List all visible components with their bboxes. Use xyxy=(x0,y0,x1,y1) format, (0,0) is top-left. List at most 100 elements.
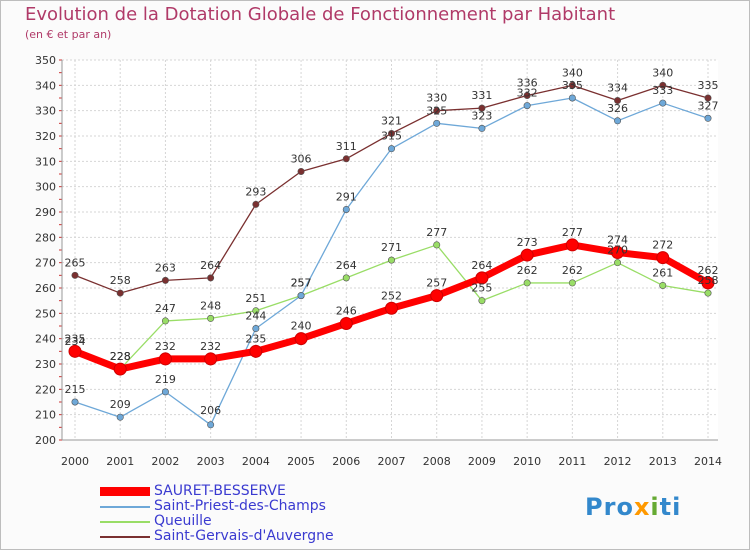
x-tick-label: 2002 xyxy=(151,455,179,468)
chart-subtitle: (en € et par an) xyxy=(25,28,112,41)
x-tick-label: 2013 xyxy=(649,455,677,468)
series-point-2 xyxy=(252,307,260,315)
data-label-0: 228 xyxy=(110,350,131,363)
data-label-0: 257 xyxy=(426,277,447,290)
series-point-3 xyxy=(161,276,169,284)
series-point-3 xyxy=(614,97,622,105)
series-point-1 xyxy=(523,102,531,110)
data-label-1: 327 xyxy=(698,99,719,112)
data-label-1: 326 xyxy=(607,102,628,115)
legend-label: Saint-Gervais-d'Auvergne xyxy=(154,528,334,544)
data-label-0: 232 xyxy=(200,340,221,353)
series-point-3 xyxy=(478,104,486,112)
series-point-0 xyxy=(430,289,444,303)
series-point-1 xyxy=(252,325,260,333)
series-point-1 xyxy=(207,421,215,429)
data-label-0: 232 xyxy=(155,340,176,353)
series-point-0 xyxy=(68,344,82,358)
data-label-3: 335 xyxy=(698,79,719,92)
logo-letter: x xyxy=(633,493,651,521)
data-label-2: 257 xyxy=(291,277,312,290)
data-label-2: 228 xyxy=(110,350,131,363)
series-point-2 xyxy=(523,279,531,287)
legend-label: SAURET-BESSERVE xyxy=(154,483,286,499)
y-tick-label: 310 xyxy=(35,155,56,168)
data-label-0: 273 xyxy=(517,236,538,249)
data-label-1: 333 xyxy=(652,84,673,97)
x-tick-label: 2005 xyxy=(287,455,315,468)
series-point-1 xyxy=(704,114,712,122)
data-label-3: 311 xyxy=(336,140,357,153)
legend-label: Queuille xyxy=(154,513,212,529)
data-label-2: 251 xyxy=(245,292,266,305)
logo-letter: r xyxy=(603,493,617,521)
x-tick-label: 2004 xyxy=(242,455,270,468)
series-point-0 xyxy=(339,316,353,330)
data-label-1: 257 xyxy=(291,277,312,290)
data-label-2: 261 xyxy=(652,266,673,279)
series-point-1 xyxy=(659,99,667,107)
series-point-0 xyxy=(475,271,489,285)
y-tick-label: 350 xyxy=(35,54,56,67)
series-point-2 xyxy=(478,297,486,305)
x-tick-label: 2000 xyxy=(61,455,89,468)
series-point-0 xyxy=(294,332,308,346)
chart-title: Evolution de la Dotation Globale de Fonc… xyxy=(25,4,616,25)
data-label-2: 258 xyxy=(698,274,719,287)
data-label-2: 264 xyxy=(336,259,357,272)
data-label-2: 262 xyxy=(517,264,538,277)
x-tick-label: 2010 xyxy=(513,455,541,468)
data-label-3: 264 xyxy=(200,259,221,272)
series-point-3 xyxy=(342,155,350,163)
data-label-1: 244 xyxy=(245,310,266,323)
data-label-2: 247 xyxy=(155,302,176,315)
x-tick-label: 2012 xyxy=(604,455,632,468)
data-label-2: 255 xyxy=(471,282,492,295)
data-label-3: 334 xyxy=(607,82,628,95)
y-tick-label: 340 xyxy=(35,79,56,92)
logo-letter: o xyxy=(616,493,634,521)
legend-swatch xyxy=(100,536,150,538)
proxiti-logo: Proxiti xyxy=(585,493,681,521)
data-label-3: 306 xyxy=(291,152,312,165)
y-tick-label: 220 xyxy=(35,383,56,396)
y-tick-label: 290 xyxy=(35,206,56,219)
data-label-1: 206 xyxy=(200,404,221,417)
series-point-0 xyxy=(113,362,127,376)
logo-letter: t xyxy=(659,493,673,521)
data-label-0: 274 xyxy=(607,234,628,247)
series-point-1 xyxy=(387,145,395,153)
data-label-2: 262 xyxy=(562,264,583,277)
legend-swatch xyxy=(100,506,150,508)
y-tick-label: 320 xyxy=(35,130,56,143)
series-point-2 xyxy=(568,279,576,287)
logo-letter: i xyxy=(672,493,682,521)
data-label-2: 234 xyxy=(65,335,86,348)
data-label-0: 277 xyxy=(562,226,583,239)
series-point-2 xyxy=(614,259,622,267)
data-label-3: 340 xyxy=(562,66,583,79)
x-tick-label: 2011 xyxy=(558,455,586,468)
data-label-2: 248 xyxy=(200,299,221,312)
series-point-2 xyxy=(342,274,350,282)
data-label-1: 219 xyxy=(155,373,176,386)
series-point-3 xyxy=(116,289,124,297)
y-tick-label: 230 xyxy=(35,358,56,371)
data-label-3: 321 xyxy=(381,114,402,127)
data-label-1: 291 xyxy=(336,190,357,203)
series-point-2 xyxy=(161,317,169,325)
series-point-0 xyxy=(385,301,398,315)
data-label-3: 258 xyxy=(110,274,131,287)
y-tick-label: 200 xyxy=(35,434,56,447)
series-point-0 xyxy=(158,352,172,366)
y-tick-label: 240 xyxy=(35,333,56,346)
series-point-0 xyxy=(520,248,534,262)
series-point-3 xyxy=(387,129,395,137)
series-point-1 xyxy=(568,94,576,102)
series-point-1 xyxy=(161,388,169,396)
series-point-1 xyxy=(342,205,350,213)
logo-letter: P xyxy=(585,493,604,521)
data-label-1: 315 xyxy=(381,130,402,143)
series-point-2 xyxy=(207,314,215,322)
y-tick-label: 250 xyxy=(35,307,56,320)
